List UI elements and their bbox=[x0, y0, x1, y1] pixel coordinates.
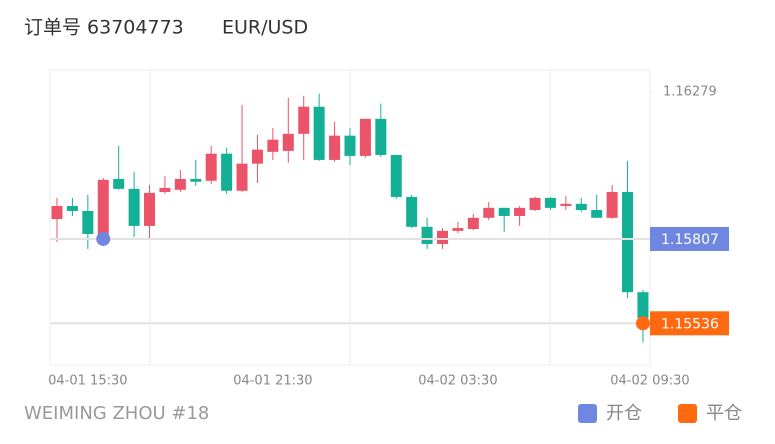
marker-label: 1.15807 bbox=[661, 232, 719, 248]
candle-body bbox=[560, 203, 572, 206]
candle-body bbox=[544, 197, 556, 208]
candle-body bbox=[313, 106, 325, 160]
legend-swatch bbox=[578, 404, 597, 423]
candle-body bbox=[282, 133, 294, 151]
chart-title: 订单号 63704773 bbox=[24, 17, 184, 39]
candle-body bbox=[437, 230, 448, 244]
footer: WEIMING ZHOU #18 bbox=[24, 403, 209, 424]
plot-frame bbox=[49, 69, 651, 366]
candle-body bbox=[483, 207, 495, 218]
candle-body bbox=[51, 205, 63, 220]
candle-body bbox=[390, 154, 402, 197]
candle-body bbox=[82, 210, 94, 234]
legend-swatch bbox=[678, 404, 697, 423]
candle-body bbox=[174, 178, 186, 190]
candle-body bbox=[529, 197, 541, 211]
legend-label: 开仓 bbox=[606, 403, 642, 424]
candle-body bbox=[113, 178, 125, 189]
legend-label: 平仓 bbox=[706, 403, 742, 424]
candle-body bbox=[498, 207, 510, 216]
marker-dot bbox=[635, 316, 650, 331]
candle-body bbox=[406, 196, 418, 227]
marker-dot bbox=[96, 231, 111, 246]
marker-label: 1.15536 bbox=[661, 316, 719, 332]
candle-body bbox=[637, 292, 649, 319]
candle-body bbox=[190, 178, 202, 182]
candle-body bbox=[205, 153, 217, 181]
candle-body bbox=[344, 135, 356, 156]
candle-body bbox=[66, 205, 78, 211]
candle-body bbox=[329, 135, 341, 160]
candle-body bbox=[452, 228, 464, 231]
candle-body bbox=[97, 179, 109, 239]
candle-body bbox=[128, 188, 140, 226]
candle-body bbox=[375, 118, 387, 155]
symbol: EUR/USD bbox=[222, 17, 308, 39]
candle-body bbox=[606, 191, 618, 218]
x-tick-label: 04-01 21:30 bbox=[233, 374, 312, 389]
y-tick-label: 1.16279 bbox=[663, 85, 717, 100]
candle-body bbox=[144, 192, 156, 226]
candle-body bbox=[159, 187, 171, 192]
marker-label-box bbox=[650, 226, 729, 251]
candle-body bbox=[622, 191, 634, 293]
candle-body bbox=[467, 217, 479, 230]
candle-body bbox=[575, 203, 587, 211]
x-tick-label: 04-02 03:30 bbox=[418, 374, 497, 389]
candle-body bbox=[298, 106, 310, 134]
candle-body bbox=[421, 226, 433, 244]
candle-body bbox=[221, 153, 233, 191]
candle-body bbox=[236, 163, 248, 191]
candle-body bbox=[359, 118, 371, 156]
candle-body bbox=[591, 210, 603, 218]
x-tick-label: 04-02 09:30 bbox=[610, 374, 689, 389]
candle-body bbox=[251, 149, 263, 164]
candle-body bbox=[267, 139, 279, 152]
x-tick-label: 04-01 15:30 bbox=[48, 374, 127, 389]
marker-label-box bbox=[650, 311, 729, 336]
candle-body bbox=[514, 207, 526, 216]
